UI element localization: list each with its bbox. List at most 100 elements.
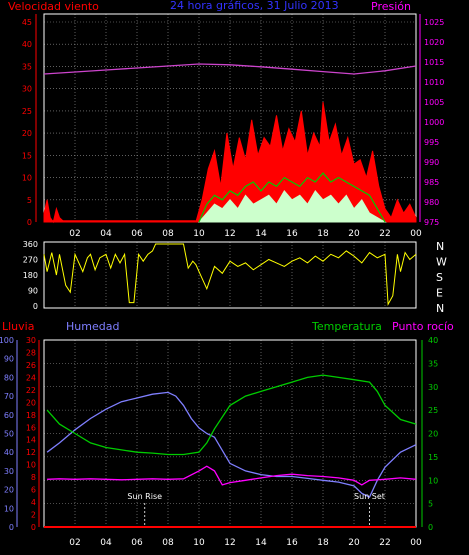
temperature-tick-label: 25 [428, 406, 438, 415]
x-tick-label: 20 [348, 538, 360, 548]
rain-tick-label: 30 [26, 336, 36, 345]
wind-speed-series [43, 101, 417, 224]
humidity-tick-label: 60 [4, 411, 14, 420]
rain-tick-label: 12 [26, 448, 36, 457]
x-tick-label: 18 [317, 538, 329, 548]
direction-tick-label: 0 [33, 302, 38, 311]
wind-tick-label: 10 [22, 174, 32, 183]
rain-tick-label: 2 [31, 511, 36, 520]
rain-tick-label: 24 [26, 373, 36, 382]
rain-humidity-temperature-panel: 0102030405060708090100024681012141618202… [0, 336, 438, 548]
rain-tick-label: 20 [26, 398, 36, 407]
x-tick-label: 08 [162, 229, 174, 239]
pressure-tick-label: 975 [424, 218, 439, 227]
x-tick-label: 16 [286, 229, 298, 239]
pressure-series [43, 63, 417, 75]
rain-tick-label: 8 [31, 473, 36, 482]
x-tick-label: 18 [317, 229, 329, 239]
direction-tick-label: 90 [28, 287, 38, 296]
wind-gust-line-series [198, 172, 386, 223]
temperature-series [46, 374, 417, 456]
wind-tick-label: 20 [22, 129, 32, 138]
pressure-axis-title: Presión [371, 0, 411, 13]
sun-marker-label: Sun Rise [127, 492, 162, 501]
direction-tick-label: 360 [23, 240, 38, 249]
wind-tick-label: 25 [22, 107, 32, 116]
chart-title: 24 hora gráficos, 31 Julio 2013 [170, 0, 339, 12]
pressure-tick-label: 1010 [424, 78, 444, 87]
rain-tick-label: 10 [26, 461, 36, 470]
temperature-tick-label: 0 [428, 523, 433, 532]
compass-label: W [436, 256, 447, 269]
x-tick-label: 02 [69, 229, 80, 239]
x-tick-label: 08 [162, 538, 174, 548]
pressure-tick-label: 1005 [424, 98, 444, 107]
x-tick-label: 14 [255, 229, 267, 239]
x-tick-label: 02 [69, 538, 80, 548]
humidity-axis-title: Humedad [66, 320, 119, 333]
x-tick-label: 04 [100, 538, 112, 548]
humidity-tick-label: 0 [9, 523, 14, 532]
compass-label: S [436, 271, 443, 284]
humidity-tick-label: 100 [0, 336, 14, 345]
mid-frame [43, 241, 417, 309]
wind-tick-label: 30 [22, 85, 32, 94]
rain-axis-title: Lluvia [2, 320, 34, 333]
temperature-tick-label: 30 [428, 383, 438, 392]
rain-tick-label: 16 [26, 423, 36, 432]
humidity-tick-label: 20 [4, 486, 14, 495]
humidity-tick-label: 50 [4, 430, 14, 439]
pressure-tick-label: 985 [424, 178, 439, 187]
humidity-series [46, 391, 417, 498]
x-tick-label: 00 [410, 229, 422, 239]
dewpoint-series [47, 465, 417, 486]
temperature-tick-label: 40 [428, 336, 438, 345]
wind-tick-label: 5 [27, 196, 32, 205]
humidity-tick-label: 40 [4, 448, 14, 457]
humidity-tick-label: 80 [4, 373, 14, 382]
x-tick-label: 22 [379, 538, 390, 548]
sun-marker-label: Sun Set [354, 492, 385, 501]
rain-tick-label: 14 [26, 436, 36, 445]
pressure-tick-label: 1015 [424, 58, 444, 67]
wind-direction-series [43, 243, 417, 307]
wind-tick-label: 35 [22, 62, 32, 71]
pressure-tick-label: 990 [424, 158, 439, 167]
pressure-tick-label: 980 [424, 198, 439, 207]
dewpoint-axis-title: Punto rocío [392, 320, 454, 333]
pressure-tick-label: 1000 [424, 118, 444, 127]
rain-tick-label: 0 [31, 523, 36, 532]
rain-tick-label: 4 [31, 498, 36, 507]
compass-label: N [436, 302, 444, 315]
temperature-tick-label: 5 [428, 500, 433, 509]
x-tick-label: 10 [193, 229, 205, 239]
humidity-tick-label: 10 [4, 504, 14, 513]
rain-tick-label: 22 [26, 386, 36, 395]
x-tick-label: 10 [193, 538, 205, 548]
x-tick-label: 20 [348, 229, 360, 239]
x-tick-label: 12 [224, 538, 235, 548]
wind-tick-label: 0 [27, 218, 32, 227]
wind-pressure-panel: 0510152025303540459759809859909951000100… [22, 13, 444, 239]
temperature-tick-label: 15 [428, 453, 438, 462]
x-tick-label: 06 [131, 538, 143, 548]
wind-tick-label: 15 [22, 151, 32, 160]
x-tick-label: 16 [286, 538, 298, 548]
wind-tick-label: 40 [22, 40, 32, 49]
rain-tick-label: 28 [26, 348, 36, 357]
pressure-tick-label: 1025 [424, 18, 444, 27]
x-tick-label: 00 [410, 538, 422, 548]
temperature-axis-title: Temperatura [311, 320, 382, 333]
pressure-tick-label: 1020 [424, 38, 444, 47]
temperature-tick-label: 10 [428, 476, 438, 485]
x-tick-label: 06 [131, 229, 143, 239]
rain-tick-label: 18 [26, 411, 36, 420]
humidity-tick-label: 70 [4, 392, 14, 401]
rain-tick-label: 26 [26, 361, 36, 370]
rain-tick-label: 6 [31, 486, 36, 495]
compass-label: E [436, 287, 443, 300]
direction-tick-label: 180 [23, 271, 38, 280]
x-tick-label: 22 [379, 229, 390, 239]
